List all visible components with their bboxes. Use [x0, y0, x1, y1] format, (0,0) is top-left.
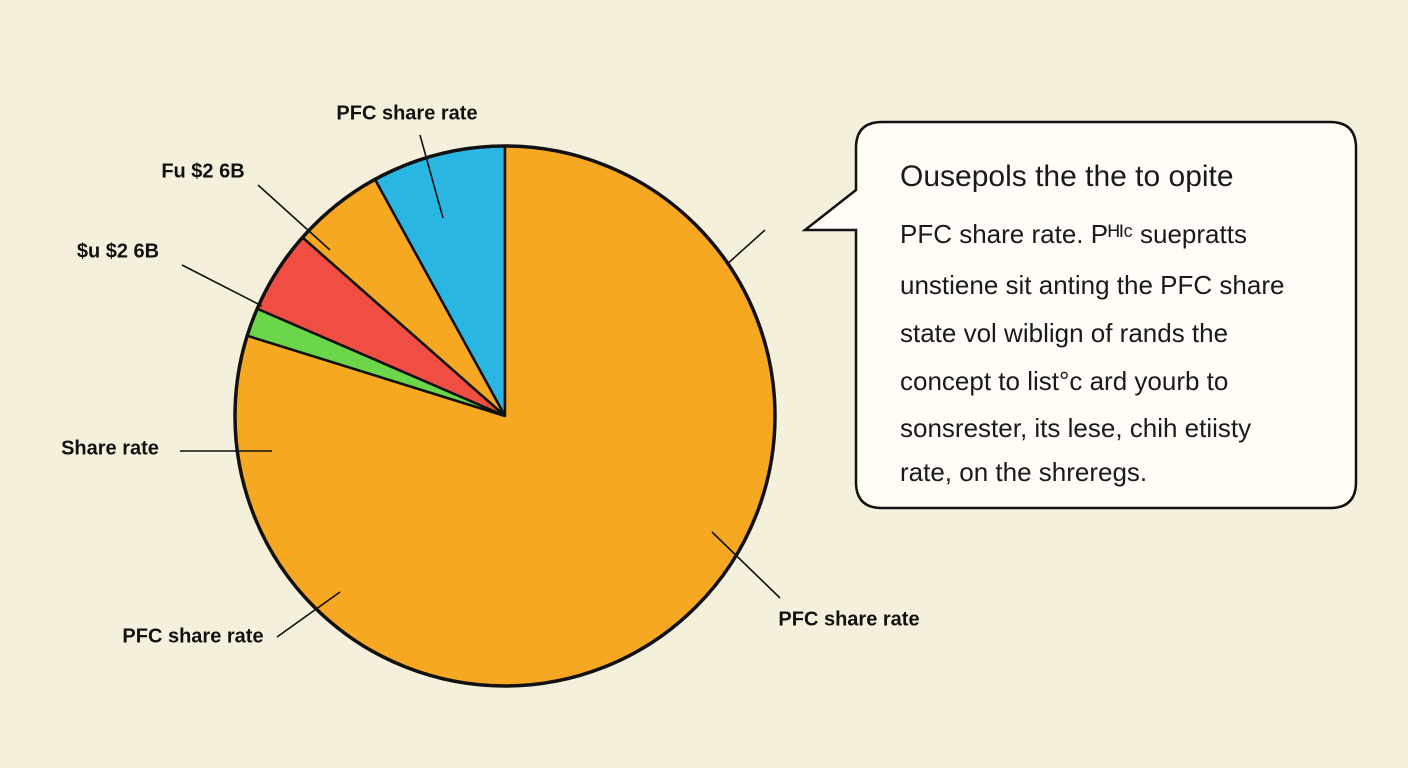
- leader-line: [276, 591, 341, 638]
- callout-line: state vol wiblign of rands the: [900, 318, 1228, 348]
- slice-label: $u $2 6B: [77, 240, 159, 262]
- callout-line: PFC share rate. Pᴴᴵᶜ suepratts: [900, 219, 1247, 249]
- callout-line: sonsrester, its lese, chih etiisty: [900, 413, 1251, 443]
- callout-bubble: [801, 120, 1358, 510]
- pie: [233, 144, 777, 688]
- leader-line: [181, 264, 263, 307]
- annotation: PFC share rate: [122, 625, 263, 647]
- slice-label: Fu $2 6B: [161, 160, 244, 182]
- leader-line: [711, 531, 781, 599]
- callout-line: concept to list°c ard yourb to: [900, 366, 1228, 396]
- annotation: PFC share rate: [778, 608, 919, 630]
- slice-label: Share rate: [61, 437, 159, 459]
- leader-line: [257, 184, 331, 251]
- pie-outline: [233, 144, 777, 688]
- slice-label: PFC share rate: [336, 102, 477, 124]
- callout-line: unstiene sit anting the PFC share: [900, 270, 1284, 300]
- callout-line: rate, on the shreregs.: [900, 457, 1147, 487]
- leader-line: [419, 134, 444, 219]
- callout-title: Ousepols the the to opite: [900, 160, 1234, 193]
